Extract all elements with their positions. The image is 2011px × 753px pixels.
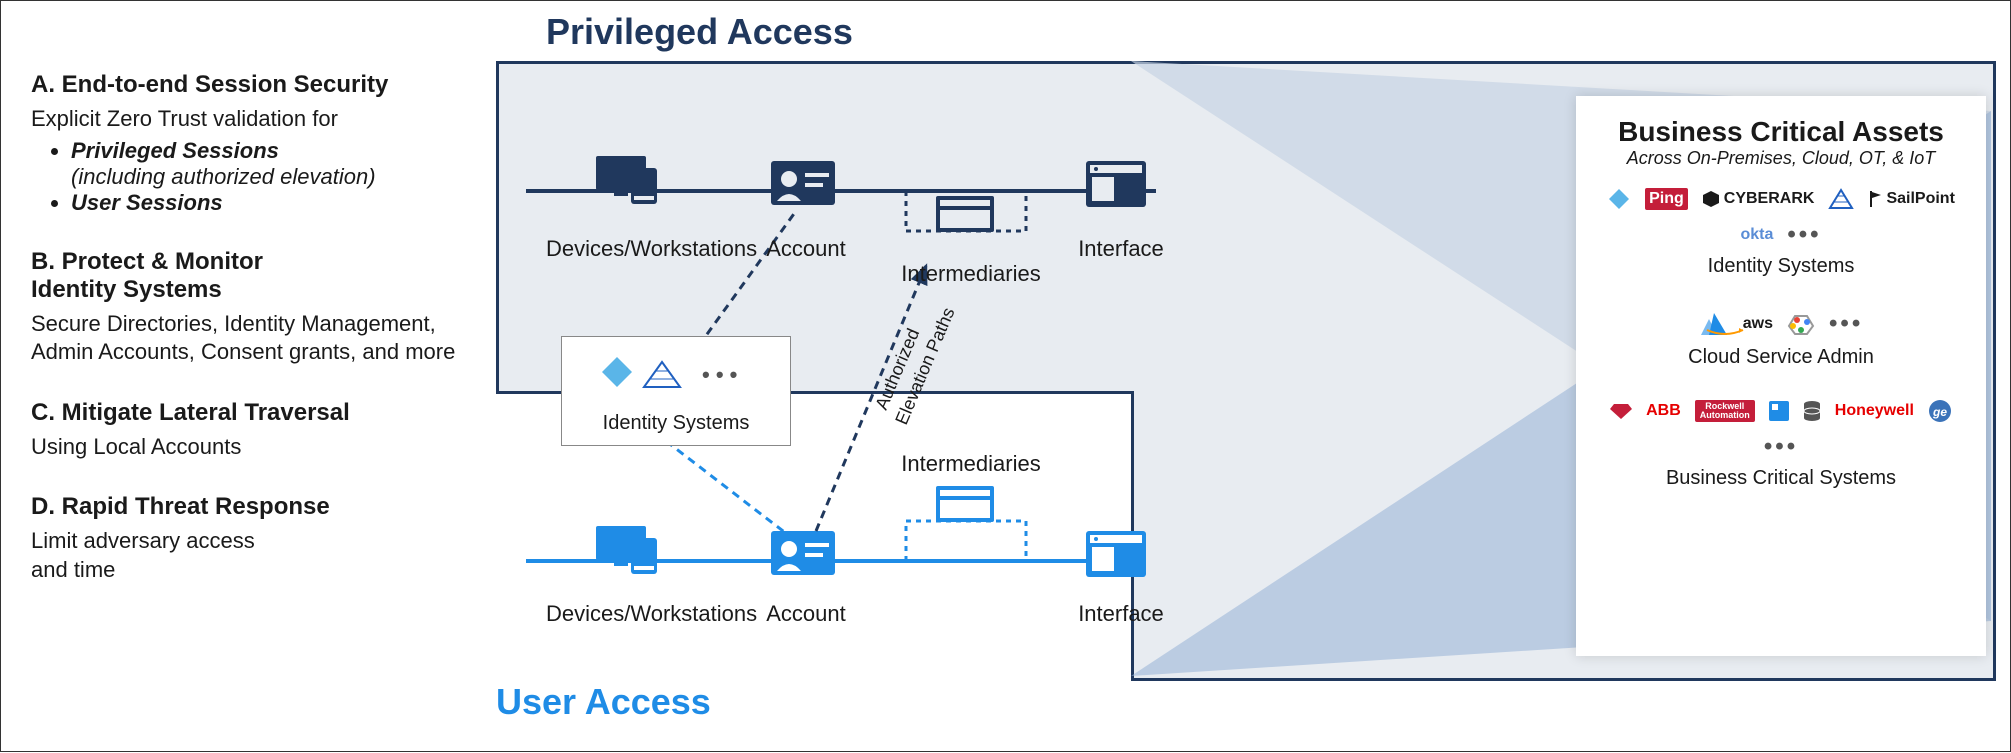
vendor-logo: Honeywell	[1835, 402, 1914, 420]
vendor-logo	[1828, 188, 1854, 210]
asset-group: Ping CYBERARK SailPoint okta ••• Identity Sys…	[1586, 187, 1976, 278]
identity-icons: • • •	[562, 337, 792, 407]
section-b: B. Protect & MonitorIdentity Systems Sec…	[31, 248, 471, 367]
section-d-title: D. Rapid Threat Response	[31, 493, 471, 521]
section-c-title: C. Mitigate Lateral Traversal	[31, 399, 471, 427]
vendor-logo: SailPoint	[1868, 190, 1954, 208]
vendor-logo: ABB	[1646, 402, 1681, 420]
vendor-logo: okta	[1740, 226, 1773, 244]
vendor-logo: aws	[1743, 315, 1773, 333]
bullet-user-sessions: User Sessions	[71, 190, 471, 216]
diagram-area: Privileged Access User Access	[496, 1, 2011, 753]
priv-devices-label: Devices/Workstations	[546, 236, 746, 262]
sidebar: A. End-to-end Session Security Explicit …	[31, 71, 471, 617]
assets-title: Business Critical Assets	[1586, 116, 1976, 148]
vendor-logo: Rockwell Automation	[1695, 400, 1755, 422]
user-interface-label: Interface	[1071, 601, 1171, 627]
user-account-label: Account	[756, 601, 856, 627]
vendor-logo	[1610, 402, 1632, 420]
ellipsis-icon: •••	[1787, 221, 1821, 249]
section-c: C. Mitigate Lateral Traversal Using Loca…	[31, 399, 471, 462]
identity-box-label: Identity Systems	[562, 412, 790, 435]
user-devices-label: Devices/Workstations	[546, 601, 746, 627]
ellipsis-icon: •••	[1829, 310, 1863, 338]
bullet-priv-sessions: Privileged Sessions (including authorize…	[71, 138, 471, 190]
vendor-logo	[1803, 400, 1821, 422]
ellipsis-icon: •••	[1764, 433, 1798, 461]
assets-subtitle: Across On-Premises, Cloud, OT, & IoT	[1586, 148, 1976, 169]
section-d-desc: Limit adversary access and time	[31, 527, 291, 584]
section-a: A. End-to-end Session Security Explicit …	[31, 71, 471, 216]
svg-text:ge: ge	[1932, 405, 1947, 419]
asset-group-label: Business Critical Systems	[1586, 467, 1976, 490]
bullet-priv-sessions-text: Privileged Sessions	[71, 138, 279, 163]
vendor-logo: CYBERARK	[1702, 190, 1815, 208]
vendor-logo: Ping	[1645, 188, 1688, 210]
section-d: D. Rapid Threat Response Limit adversary…	[31, 493, 471, 584]
logo-row: Ping CYBERARK SailPoint okta •••	[1586, 187, 1976, 249]
priv-interface-label: Interface	[1071, 236, 1171, 262]
vendor-logo	[1787, 312, 1815, 336]
section-a-desc: Explicit Zero Trust validation for	[31, 105, 471, 134]
vendor-logo	[1769, 401, 1789, 421]
vendor-logo	[1607, 187, 1631, 211]
priv-account-label: Account	[756, 236, 856, 262]
logo-row: aws •••	[1586, 308, 1976, 340]
asset-group-label: Identity Systems	[1586, 255, 1976, 278]
priv-intermediaries-label: Intermediaries	[896, 261, 1046, 287]
logo-row: ABB Rockwell Automation Honeywell ge •••	[1586, 399, 1976, 461]
section-a-title: A. End-to-end Session Security	[31, 71, 471, 99]
user-intermediaries-label: Intermediaries	[896, 451, 1046, 477]
bullet-priv-sessions-note: (including authorized elevation)	[71, 164, 471, 190]
vendor-logo: ge	[1928, 399, 1952, 423]
assets-panel: Business Critical Assets Across On-Premi…	[1576, 96, 1986, 656]
section-b-desc: Secure Directories, Identity Management,…	[31, 310, 471, 367]
asset-group-label: Cloud Service Admin	[1586, 346, 1976, 369]
section-c-desc: Using Local Accounts	[31, 433, 471, 462]
asset-group: aws ••• Cloud Service Admin	[1586, 308, 1976, 369]
asset-group: ABB Rockwell Automation Honeywell ge ••• Busi…	[1586, 399, 1976, 490]
identity-systems-box: • • • Identity Systems	[561, 336, 791, 446]
svg-text:• • •: • • •	[702, 362, 737, 387]
section-b-title: B. Protect & MonitorIdentity Systems	[31, 248, 471, 304]
